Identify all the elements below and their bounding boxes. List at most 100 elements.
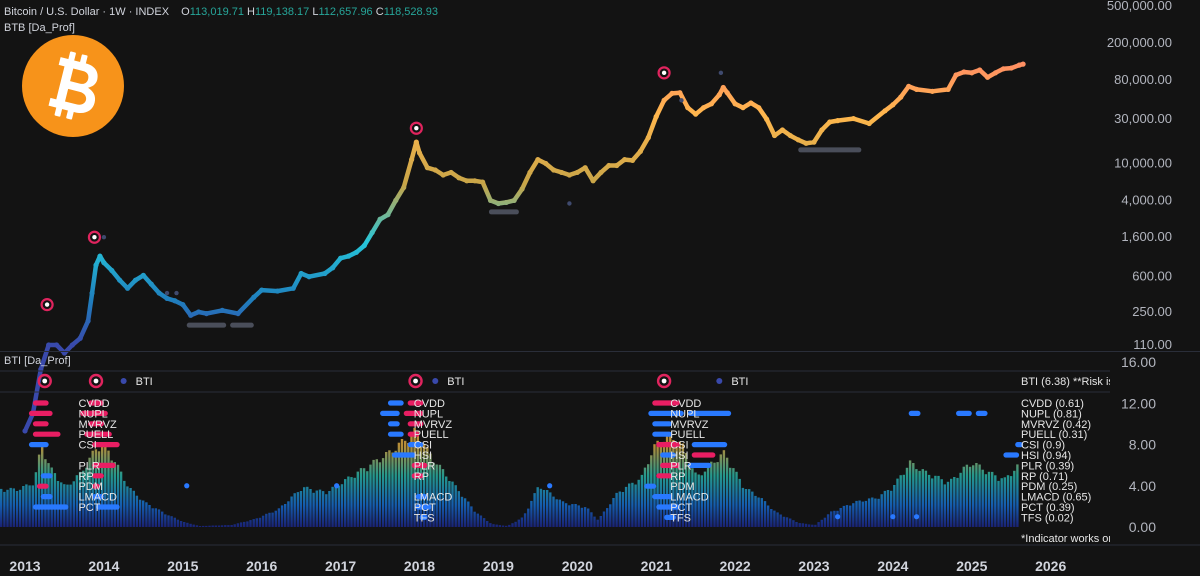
signal-span-puell-23 bbox=[652, 431, 672, 437]
bti-bar-322 bbox=[1016, 464, 1019, 527]
price-point-65 bbox=[558, 169, 565, 176]
bti-bar-47 bbox=[148, 505, 151, 527]
bti-bar-165 bbox=[520, 517, 524, 527]
bti-bar-287 bbox=[905, 467, 909, 527]
bti-bar-210 bbox=[662, 441, 666, 527]
bti-bar-156 bbox=[492, 524, 495, 527]
price-point-14 bbox=[117, 277, 123, 283]
price-point-21 bbox=[172, 298, 178, 304]
bti-bar-296 bbox=[934, 475, 937, 527]
bti-bar-161 bbox=[508, 524, 511, 527]
bti-bar-71 bbox=[224, 525, 227, 527]
legend-value-pct: PCT (0.39) bbox=[1021, 502, 1075, 514]
bti-bar-91 bbox=[287, 501, 290, 527]
cycle-0-label-nupl: NUPL bbox=[78, 408, 107, 420]
bti-bar-253 bbox=[798, 523, 801, 527]
bti-bar-34 bbox=[107, 450, 110, 527]
cycle-top-marker-core-1 bbox=[92, 235, 97, 240]
bti-bar-17 bbox=[53, 473, 57, 527]
price-point-95 bbox=[787, 132, 793, 139]
bti-bar-290 bbox=[915, 469, 918, 527]
bti-bar-289 bbox=[912, 463, 915, 527]
bti-bar-49 bbox=[154, 508, 157, 527]
bti-bar-142 bbox=[448, 481, 451, 527]
bti-bar-238 bbox=[751, 491, 754, 527]
bti-bar-42 bbox=[132, 490, 135, 527]
cycle-top-marker-1 bbox=[87, 230, 102, 244]
bti-bar-117 bbox=[369, 464, 372, 527]
symbol-header: Bitcoin / U.S. Dollar · 1W · INDEX O113,… bbox=[4, 6, 438, 18]
bti-bar-209 bbox=[659, 442, 662, 527]
price-point-30 bbox=[274, 288, 281, 294]
bottom-band-1 bbox=[230, 322, 254, 328]
signal-span-nupl-5 bbox=[28, 410, 53, 416]
bti-top-marker-3 bbox=[408, 373, 423, 389]
bti-bar-177 bbox=[558, 499, 561, 527]
bti-bar-9 bbox=[28, 485, 31, 527]
bti-bar-242 bbox=[763, 501, 767, 527]
price-axis-tick-250-00: 250.00 bbox=[1132, 304, 1172, 319]
bti-bar-246 bbox=[776, 512, 779, 527]
bti-bar-288 bbox=[908, 460, 912, 527]
bti-bar-318 bbox=[1003, 477, 1006, 527]
bti-bar-277 bbox=[874, 498, 877, 527]
ohlc-low-value: 112,657.96 bbox=[318, 6, 373, 18]
bti-bar-282 bbox=[890, 490, 893, 527]
signal-span-nupl-13 bbox=[975, 410, 988, 416]
bti-bar-160 bbox=[505, 525, 508, 527]
bti-bar-107 bbox=[337, 485, 341, 527]
bti-bar-35 bbox=[110, 460, 113, 527]
price-point-94 bbox=[779, 127, 786, 133]
signal-span-rp-39 bbox=[92, 473, 104, 479]
bti-bar-65 bbox=[205, 525, 208, 527]
overlay-indicator-name[interactable]: BTB [Da_Prof] bbox=[4, 22, 75, 34]
legend-value-puell: PUELL (0.31) bbox=[1021, 429, 1087, 441]
ohlc-close-value: 118,528.93 bbox=[383, 6, 438, 18]
price-point-89 bbox=[740, 105, 746, 111]
lower-pane-indicator-name[interactable]: BTI [Da_Prof] bbox=[4, 355, 71, 367]
bti-top-marker-core-0 bbox=[42, 378, 48, 384]
bti-bar-301 bbox=[950, 478, 953, 527]
cycle-1-label-csi: CSI bbox=[414, 440, 432, 452]
signal-span-plr-35 bbox=[411, 462, 428, 468]
bti-bar-33 bbox=[104, 444, 107, 527]
bti-bar-87 bbox=[274, 510, 277, 527]
bti-bar-273 bbox=[861, 501, 864, 527]
bti-bar-37 bbox=[116, 464, 120, 527]
price-point-87 bbox=[724, 90, 730, 96]
bti-bar-127 bbox=[400, 439, 404, 527]
bti-bar-25 bbox=[78, 471, 82, 527]
cycle-0-label-cvdd: CVDD bbox=[78, 398, 109, 410]
bti-bar-285 bbox=[899, 475, 902, 527]
bti-bar-78 bbox=[246, 521, 249, 527]
bti-scatter-dot-3 bbox=[835, 514, 841, 520]
price-point-15 bbox=[124, 285, 131, 291]
signal-span-cvdd-4 bbox=[652, 400, 680, 406]
bti-bar-110 bbox=[347, 476, 350, 527]
bti-bar-111 bbox=[350, 477, 353, 527]
bti-bar-28 bbox=[88, 457, 91, 527]
price-point-0 bbox=[22, 428, 28, 434]
price-point-61 bbox=[527, 169, 533, 176]
bti-bar-69 bbox=[217, 525, 221, 527]
bti-bar-214 bbox=[675, 447, 678, 527]
price-point-75 bbox=[637, 148, 644, 154]
bti-bar-224 bbox=[706, 465, 710, 527]
cycle-2-label-cvdd: CVDD bbox=[670, 398, 701, 410]
bti-bar-263 bbox=[830, 511, 833, 527]
signal-span-pdm-43 bbox=[92, 483, 100, 489]
ohlc-close-label: C bbox=[375, 6, 384, 18]
price-point-103 bbox=[866, 120, 872, 127]
bti-bar-98 bbox=[309, 489, 312, 527]
price-point-119 bbox=[1016, 62, 1022, 68]
bti-pane: CVDDNUPLMVRVZPUELLCSIPLRRPPDMLMACDPCTCVD… bbox=[0, 370, 1114, 545]
bti-bar-147 bbox=[463, 498, 467, 527]
bti-bar-1 bbox=[3, 491, 6, 527]
price-point-100 bbox=[827, 119, 833, 125]
bti-bar-22 bbox=[69, 484, 72, 527]
cycle-0-label-lmacd: LMACD bbox=[78, 492, 117, 504]
price-point-16 bbox=[132, 277, 139, 283]
bti-bar-100 bbox=[315, 490, 318, 527]
price-point-29 bbox=[259, 287, 265, 293]
bti-bar-76 bbox=[239, 522, 243, 527]
